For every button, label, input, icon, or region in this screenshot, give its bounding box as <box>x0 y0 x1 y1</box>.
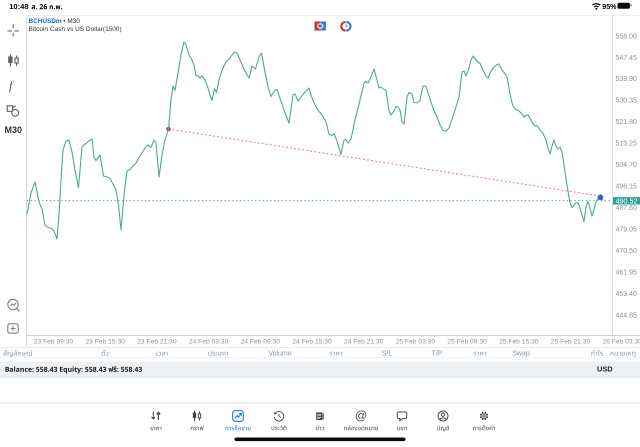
svg-text:470.50: 470.50 <box>616 248 638 255</box>
svg-text:Volume: Volume <box>268 351 291 358</box>
svg-text:538.90: 538.90 <box>616 76 638 83</box>
svg-text:479.05: 479.05 <box>616 226 638 233</box>
svg-text:25 Feb 03:30: 25 Feb 03:30 <box>396 338 436 345</box>
svg-text:24 Feb 15:30: 24 Feb 15:30 <box>292 338 332 345</box>
svg-text:24 Feb 03:30: 24 Feb 03:30 <box>189 338 229 345</box>
svg-text:BCHUSDm • M30: BCHUSDm • M30 <box>29 18 81 25</box>
svg-text:24 Feb 09:30: 24 Feb 09:30 <box>241 338 281 345</box>
svg-text:444.85: 444.85 <box>616 312 638 319</box>
svg-text:25 Feb 21:30: 25 Feb 21:30 <box>551 338 591 345</box>
svg-text:95%: 95% <box>602 3 617 11</box>
svg-text:25 Feb 15:30: 25 Feb 15:30 <box>499 338 539 345</box>
svg-text:10:48: 10:48 <box>9 2 28 11</box>
svg-text:453.40: 453.40 <box>616 291 638 298</box>
svg-text:23 Feb 21:30: 23 Feb 21:30 <box>137 338 177 345</box>
svg-text:504.70: 504.70 <box>616 162 638 169</box>
svg-text:547.45: 547.45 <box>616 55 638 62</box>
svg-text:M30: M30 <box>5 125 23 135</box>
svg-text:@: @ <box>355 409 367 423</box>
svg-text:556.00: 556.00 <box>616 33 638 40</box>
svg-text:487.60: 487.60 <box>616 205 638 212</box>
svg-text:25 Feb 09:30: 25 Feb 09:30 <box>447 338 487 345</box>
svg-text:Bitcoin Cash vs US Dollar(1500: Bitcoin Cash vs US Dollar(1500) <box>29 26 122 33</box>
svg-text:461.95: 461.95 <box>616 269 638 276</box>
svg-text:T/P: T/P <box>432 351 443 358</box>
svg-text:521.80: 521.80 <box>616 119 638 126</box>
svg-text:23 Feb 09:30: 23 Feb 09:30 <box>34 338 74 345</box>
svg-text:S/L: S/L <box>382 351 393 358</box>
svg-text:24 Feb 21:30: 24 Feb 21:30 <box>344 338 384 345</box>
svg-text:23 Feb 15:30: 23 Feb 15:30 <box>85 338 125 345</box>
svg-text:26 Feb 03:30: 26 Feb 03:30 <box>602 338 640 345</box>
svg-text:490.52: 490.52 <box>616 196 638 205</box>
svg-text:USD: USD <box>597 365 613 374</box>
svg-text:530.35: 530.35 <box>616 98 638 105</box>
svg-text:513.25: 513.25 <box>616 141 638 148</box>
svg-text:496.15: 496.15 <box>616 184 638 191</box>
svg-text:Swap: Swap <box>512 351 530 358</box>
